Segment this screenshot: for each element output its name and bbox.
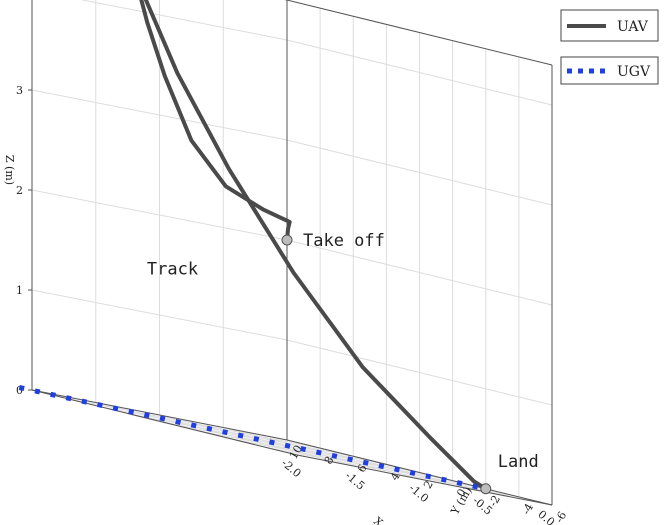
- right-wall-grid-z: [286, 239, 553, 306]
- left-wall-grid-z: [31, 289, 288, 341]
- legend-label-uav: UAV: [617, 19, 649, 35]
- axis-frame: [31, 0, 553, 506]
- legend-label-ugv: UGV: [617, 64, 651, 80]
- annotation-track: Track: [147, 259, 198, 279]
- floor-grid-y: [164, 422, 420, 473]
- left-wall-grid-z: [80, 0, 288, 41]
- axis-walls: [32, 0, 297, 455]
- series-layer: [18, 0, 492, 495]
- series-line-uav: [139, 0, 488, 491]
- z-tick-label: 0: [16, 384, 23, 397]
- x-tick-label: -2.0: [279, 457, 304, 481]
- z-tick-label: 1: [16, 284, 23, 297]
- back-wall-left: [32, 0, 297, 455]
- frame-edge: [286, 0, 553, 66]
- z-tick-label: 2: [16, 184, 23, 197]
- frame-edge: [286, 439, 553, 506]
- z-tick-label: 3: [16, 84, 23, 97]
- right-wall-grid-z: [286, 39, 553, 106]
- marker-take-off: [281, 234, 293, 246]
- frame-edge: [31, 389, 298, 456]
- annotation-layer: Take off Track Land: [147, 231, 539, 472]
- right-wall-grid-z: [286, 339, 553, 406]
- y-tick-label: 10: [287, 443, 305, 462]
- annotation-take-off: Take off: [303, 231, 385, 251]
- x-axis-title: X (m): [371, 515, 403, 525]
- left-wall-grid-z: [31, 89, 288, 141]
- legend-item-ugv: UGV: [560, 56, 659, 85]
- legend-item-uav: UAV: [560, 9, 659, 42]
- floor-grid-y: [197, 430, 453, 482]
- y-tick-label: -6: [553, 509, 570, 525]
- marker-land: [480, 483, 492, 495]
- frame-edge: [296, 454, 553, 506]
- left-wall-grid-z: [31, 189, 288, 241]
- y-axis-title: Y (m): [448, 485, 475, 518]
- y-tick-label: -4: [520, 501, 537, 517]
- legend: UAV UGV: [560, 9, 659, 85]
- right-wall-grid-z: [286, 139, 553, 206]
- floor-grid-y: [131, 413, 387, 465]
- annotation-land: Land: [498, 452, 539, 472]
- frame-edge: [31, 389, 288, 441]
- z-axis-title: Z (m): [3, 155, 16, 185]
